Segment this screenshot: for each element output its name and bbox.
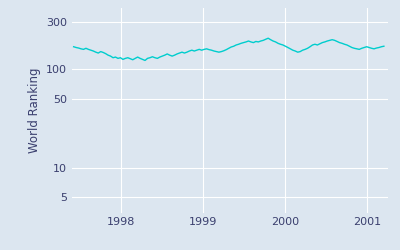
Y-axis label: World Ranking: World Ranking: [28, 67, 40, 153]
